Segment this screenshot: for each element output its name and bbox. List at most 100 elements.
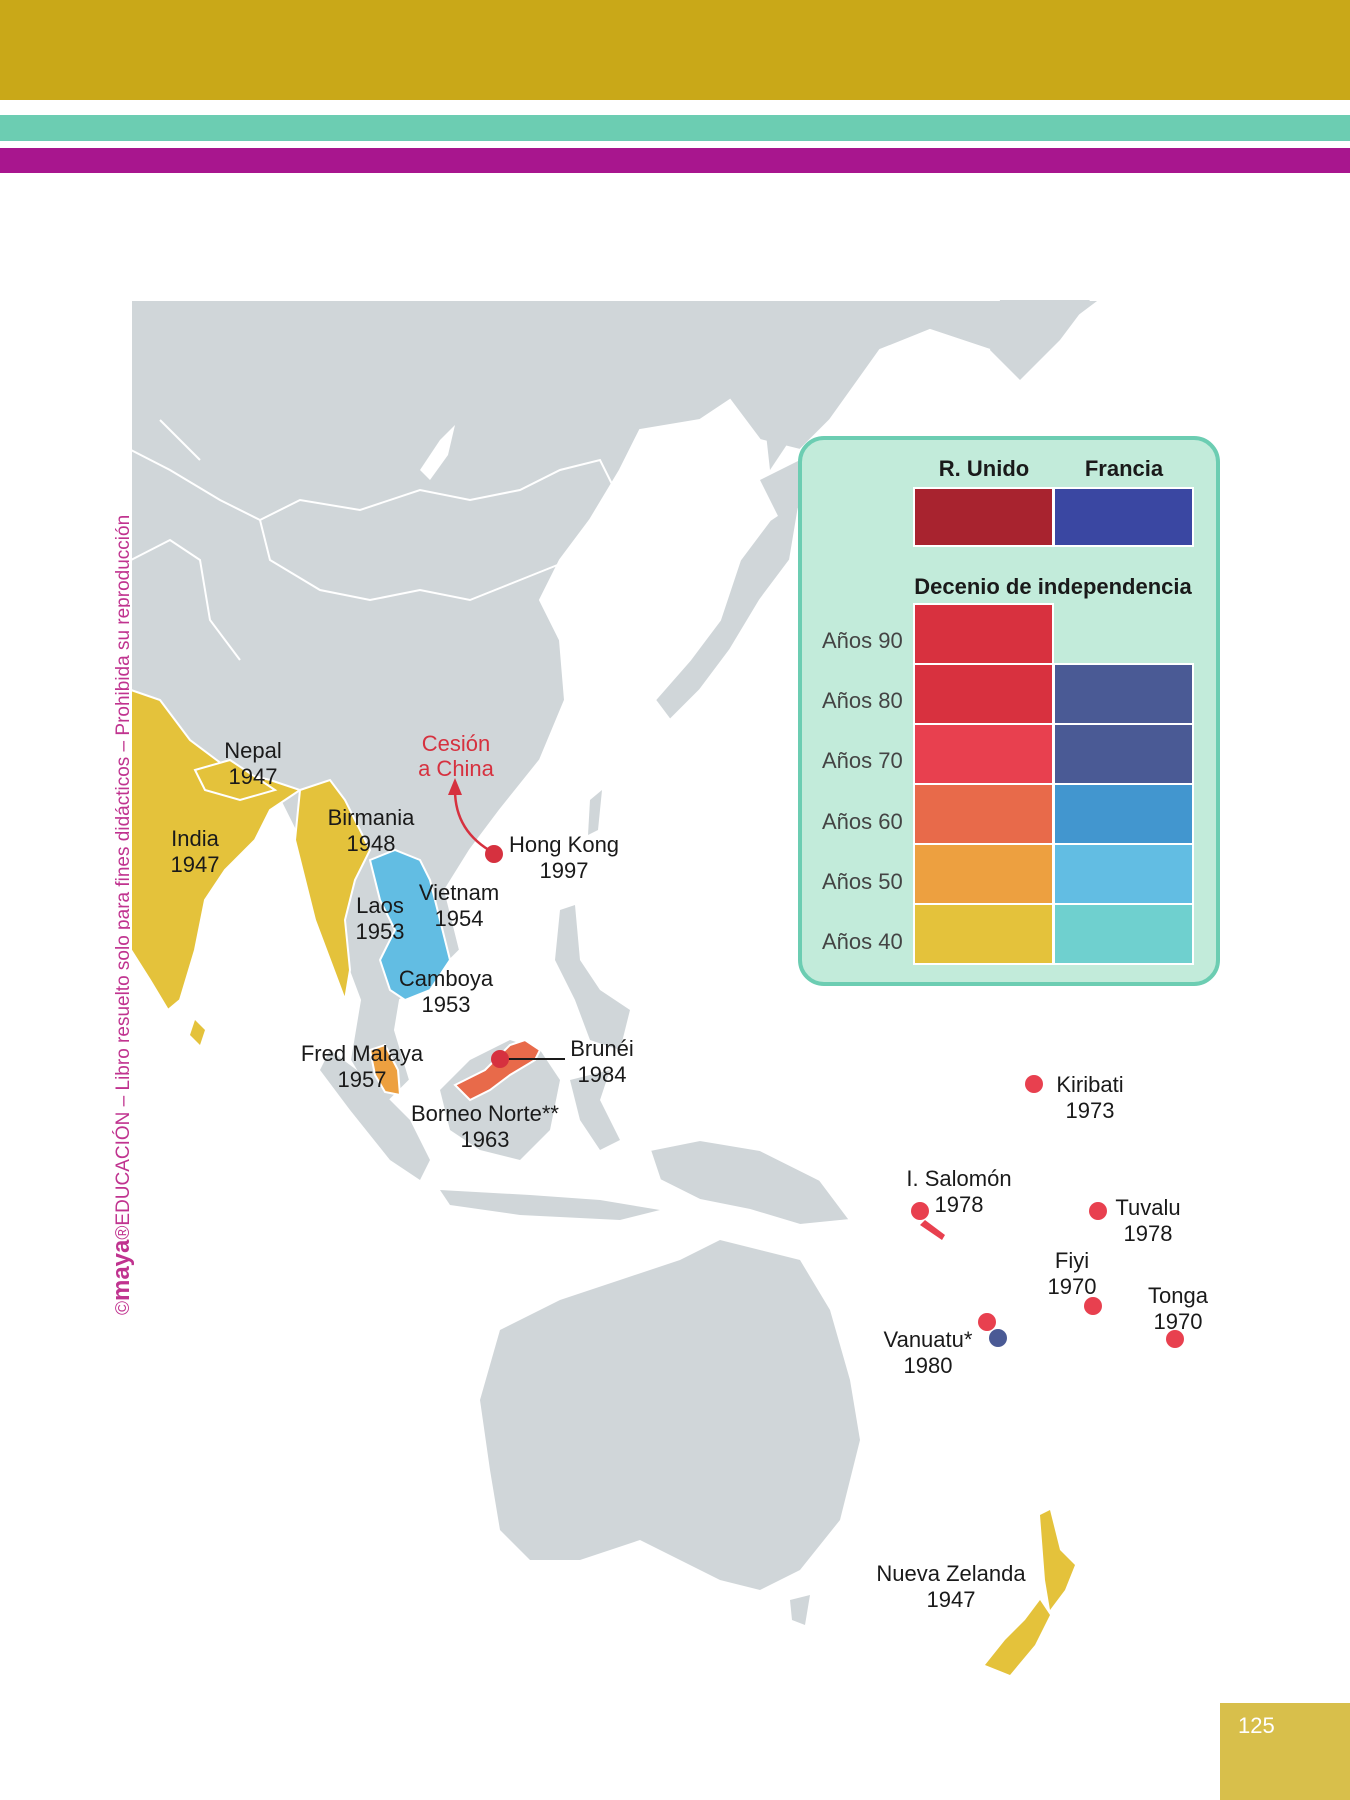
land-taiwan: [588, 790, 602, 835]
marker-tuvalu: [1089, 1202, 1107, 1220]
region-indochina: [368, 848, 452, 1002]
label-salomon: I. Salomón: [906, 1166, 1011, 1191]
label-nepal: Nepal: [224, 738, 281, 763]
cesion-arrow-head: [448, 778, 462, 795]
label-nz-year: 1947: [927, 1587, 976, 1612]
label-laos: Laos: [356, 893, 404, 918]
label-vietnam-year: 1954: [435, 906, 484, 931]
marker-brunei: [491, 1050, 509, 1068]
land-japan: [653, 497, 802, 722]
legend-cell-uk-90: [913, 603, 1054, 665]
marker-fiyi: [1084, 1297, 1102, 1315]
marker-vanuatu-uk: [978, 1313, 996, 1331]
label-india: India: [171, 826, 219, 851]
label-cesion-2: a China: [418, 756, 495, 781]
legend-cell-fr-60: [1053, 783, 1194, 845]
land-kamchatka: [990, 300, 1090, 380]
label-laos-year: 1953: [356, 919, 405, 944]
label-tonga-year: 1970: [1154, 1309, 1203, 1334]
label-nz: Nueva Zelanda: [876, 1561, 1026, 1586]
region-nepal: [193, 758, 278, 802]
land-sakhalin: [760, 360, 790, 470]
land-sulawesi: [570, 1070, 620, 1150]
label-hongkong-year: 1997: [540, 858, 589, 883]
region-new-zealand-north: [1040, 1510, 1075, 1610]
legend-row-90: Años 90: [822, 628, 903, 653]
label-hongkong: Hong Kong: [509, 832, 619, 857]
marker-vanuatu-fr: [989, 1329, 1007, 1347]
top-band-gold: [0, 0, 1350, 100]
legend-swatch-fr: [1053, 487, 1194, 547]
land-philippines: [555, 905, 630, 1050]
page-number: 125: [1238, 1713, 1275, 1738]
border-mongolia: [258, 458, 622, 602]
region-burma: [293, 778, 372, 1004]
label-fiyi-year: 1970: [1048, 1274, 1097, 1299]
region-new-zealand-south: [985, 1600, 1050, 1675]
land-sumatra: [320, 1050, 430, 1180]
label-brunei: Brunéi: [570, 1036, 634, 1061]
legend-cell-uk-80: [913, 663, 1054, 725]
label-salomon-year: 1978: [935, 1192, 984, 1217]
legend-col-fr: Francia: [1085, 456, 1164, 481]
label-nepal-year: 1947: [229, 764, 278, 789]
top-band-magenta: [0, 148, 1350, 173]
islands-salomon: [920, 1220, 945, 1240]
top-band-teal: [0, 115, 1350, 141]
legend-col-uk: R. Unido: [939, 456, 1029, 481]
label-tuvalu-year: 1978: [1124, 1221, 1173, 1246]
legend: R. Unido Francia Decenio de independenci…: [798, 436, 1220, 986]
legend-cell-uk-70: [913, 723, 1054, 785]
marker-kiribati: [1025, 1075, 1043, 1093]
legend-subtitle: Decenio de independencia: [914, 574, 1192, 599]
label-borneo: Borneo Norte**: [411, 1101, 559, 1126]
label-fiyi: Fiyi: [1055, 1248, 1089, 1273]
region-india: [130, 688, 303, 1012]
label-malaya: Fred Malaya: [301, 1041, 424, 1066]
label-cesion-1: Cesión: [422, 731, 490, 756]
legend-cell-fr-50: [1053, 843, 1194, 905]
legend-cell-uk-40: [913, 903, 1054, 965]
land-java: [440, 1190, 660, 1220]
border-korea: [619, 499, 672, 681]
label-vanuatu-year: 1980: [904, 1353, 953, 1378]
legend-row-80: Años 80: [822, 688, 903, 713]
legend-cell-uk-60: [913, 783, 1054, 845]
land-tasmania: [790, 1595, 810, 1625]
legend-row-40: Años 40: [822, 929, 903, 954]
legend-swatch-uk: [913, 487, 1054, 547]
legend-row-60: Años 60: [822, 809, 903, 834]
region-sri-lanka: [190, 1020, 205, 1045]
label-tuvalu: Tuvalu: [1115, 1195, 1180, 1220]
label-brunei-year: 1984: [578, 1062, 627, 1087]
label-camboya-year: 1953: [422, 992, 471, 1017]
page-number-box: 125: [1220, 1703, 1350, 1800]
label-malaya-year: 1957: [338, 1067, 387, 1092]
land-borneo: [440, 1040, 560, 1160]
legend-cell-fr-70: [1053, 723, 1194, 785]
land-new-guinea: [648, 1138, 852, 1227]
label-tonga: Tonga: [1148, 1283, 1209, 1308]
label-birmania: Birmania: [328, 805, 416, 830]
legend-cell-fr-80: [1053, 663, 1194, 725]
label-vanuatu: Vanuatu*: [884, 1327, 973, 1352]
legend-row-50: Años 50: [822, 869, 903, 894]
legend-row-70: Años 70: [822, 748, 903, 773]
label-borneo-year: 1963: [461, 1127, 510, 1152]
marker-tonga: [1166, 1330, 1184, 1348]
label-kiribati-year: 1973: [1066, 1098, 1115, 1123]
land-australia: [480, 1240, 860, 1590]
label-india-year: 1947: [171, 852, 220, 877]
lake-baikal: [420, 425, 455, 480]
label-birmania-year: 1948: [347, 831, 396, 856]
legend-cell-fr-40: [1053, 903, 1194, 965]
marker-salomon: [911, 1202, 929, 1220]
land-hokkaido: [760, 460, 810, 520]
label-vietnam: Vietnam: [419, 880, 499, 905]
region-malaya: [368, 1043, 402, 1097]
label-kiribati: Kiribati: [1056, 1072, 1123, 1097]
border-central-asia: [130, 419, 261, 661]
label-camboya: Camboya: [399, 966, 494, 991]
legend-cell-uk-50: [913, 843, 1054, 905]
